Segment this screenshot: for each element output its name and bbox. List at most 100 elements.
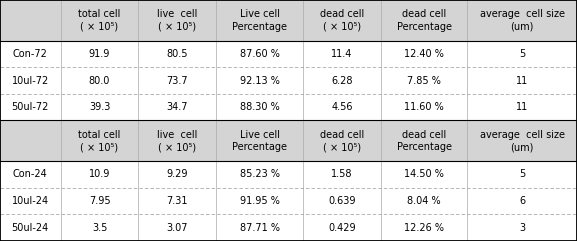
Bar	[61, 214, 138, 241]
Text: 87.60 %: 87.60 %	[239, 49, 280, 59]
Bar	[467, 161, 577, 188]
Bar	[303, 161, 381, 188]
Bar	[0, 41, 61, 67]
Bar	[303, 188, 381, 214]
Bar	[216, 161, 303, 188]
Text: 11: 11	[516, 76, 529, 86]
Text: Live cell
Percentage: Live cell Percentage	[232, 9, 287, 32]
Bar	[138, 67, 216, 94]
Text: 50ul-72: 50ul-72	[12, 102, 49, 112]
Text: 9.29: 9.29	[167, 169, 188, 180]
Bar	[381, 120, 467, 161]
Text: 5: 5	[519, 49, 525, 59]
Text: 8.04 %: 8.04 %	[407, 196, 441, 206]
Bar	[138, 94, 216, 120]
Bar	[61, 94, 138, 120]
Text: average  cell size
(um): average cell size (um)	[479, 130, 565, 152]
Bar	[216, 94, 303, 120]
Bar	[467, 94, 577, 120]
Text: total cell
( × 10⁵): total cell ( × 10⁵)	[78, 9, 121, 32]
Text: 6.28: 6.28	[331, 76, 353, 86]
Bar	[303, 120, 381, 161]
Bar	[381, 0, 467, 41]
Bar	[381, 161, 467, 188]
Bar	[467, 67, 577, 94]
Bar	[303, 0, 381, 41]
Bar	[138, 161, 216, 188]
Text: 10.9: 10.9	[89, 169, 110, 180]
Text: 11.4: 11.4	[331, 49, 353, 59]
Text: 3.5: 3.5	[92, 223, 107, 233]
Text: 80.0: 80.0	[89, 76, 110, 86]
Bar	[216, 0, 303, 41]
Text: 3.07: 3.07	[167, 223, 188, 233]
Text: 6: 6	[519, 196, 525, 206]
Bar	[216, 188, 303, 214]
Bar	[467, 0, 577, 41]
Bar	[467, 188, 577, 214]
Text: 92.13 %: 92.13 %	[239, 76, 280, 86]
Text: 39.3: 39.3	[89, 102, 110, 112]
Text: 87.71 %: 87.71 %	[239, 223, 280, 233]
Bar	[467, 214, 577, 241]
Bar	[467, 41, 577, 67]
Bar	[138, 188, 216, 214]
Text: 88.30 %: 88.30 %	[240, 102, 279, 112]
Text: Con-24: Con-24	[13, 169, 48, 180]
Text: 7.31: 7.31	[167, 196, 188, 206]
Bar	[0, 0, 61, 41]
Text: 0.429: 0.429	[328, 223, 355, 233]
Text: 91.9: 91.9	[89, 49, 110, 59]
Text: 85.23 %: 85.23 %	[239, 169, 280, 180]
Bar	[303, 214, 381, 241]
Text: 14.50 %: 14.50 %	[404, 169, 444, 180]
Text: average  cell size
(um): average cell size (um)	[479, 9, 565, 32]
Text: live  cell
( × 10⁵): live cell ( × 10⁵)	[158, 130, 197, 152]
Text: 11.60 %: 11.60 %	[404, 102, 444, 112]
Bar	[381, 94, 467, 120]
Bar	[467, 120, 577, 161]
Text: 34.7: 34.7	[167, 102, 188, 112]
Text: 11: 11	[516, 102, 529, 112]
Bar	[0, 120, 61, 161]
Bar	[0, 67, 61, 94]
Text: 7.85 %: 7.85 %	[407, 76, 441, 86]
Bar	[303, 41, 381, 67]
Text: 7.95: 7.95	[89, 196, 110, 206]
Text: Con-72: Con-72	[13, 49, 48, 59]
Bar	[0, 94, 61, 120]
Text: 12.40 %: 12.40 %	[404, 49, 444, 59]
Text: 4.56: 4.56	[331, 102, 353, 112]
Text: 5: 5	[519, 169, 525, 180]
Text: 10ul-72: 10ul-72	[12, 76, 49, 86]
Bar	[138, 0, 216, 41]
Bar	[61, 120, 138, 161]
Text: dead cell
Percentage: dead cell Percentage	[396, 9, 452, 32]
Bar	[216, 41, 303, 67]
Bar	[61, 188, 138, 214]
Text: 80.5: 80.5	[167, 49, 188, 59]
Bar	[381, 188, 467, 214]
Text: 1.58: 1.58	[331, 169, 353, 180]
Bar	[61, 0, 138, 41]
Bar	[216, 214, 303, 241]
Bar	[0, 161, 61, 188]
Text: dead cell
( × 10⁵): dead cell ( × 10⁵)	[320, 130, 364, 152]
Bar	[0, 214, 61, 241]
Bar	[303, 67, 381, 94]
Text: 50ul-24: 50ul-24	[12, 223, 49, 233]
Bar	[138, 120, 216, 161]
Bar	[61, 67, 138, 94]
Bar	[138, 41, 216, 67]
Bar	[216, 67, 303, 94]
Text: Live cell
Percentage: Live cell Percentage	[232, 130, 287, 152]
Text: live  cell
( × 10⁵): live cell ( × 10⁵)	[158, 9, 197, 32]
Bar	[61, 41, 138, 67]
Text: 73.7: 73.7	[167, 76, 188, 86]
Bar	[381, 67, 467, 94]
Bar	[61, 161, 138, 188]
Text: 91.95 %: 91.95 %	[239, 196, 280, 206]
Text: 3: 3	[519, 223, 525, 233]
Bar	[0, 188, 61, 214]
Bar	[216, 120, 303, 161]
